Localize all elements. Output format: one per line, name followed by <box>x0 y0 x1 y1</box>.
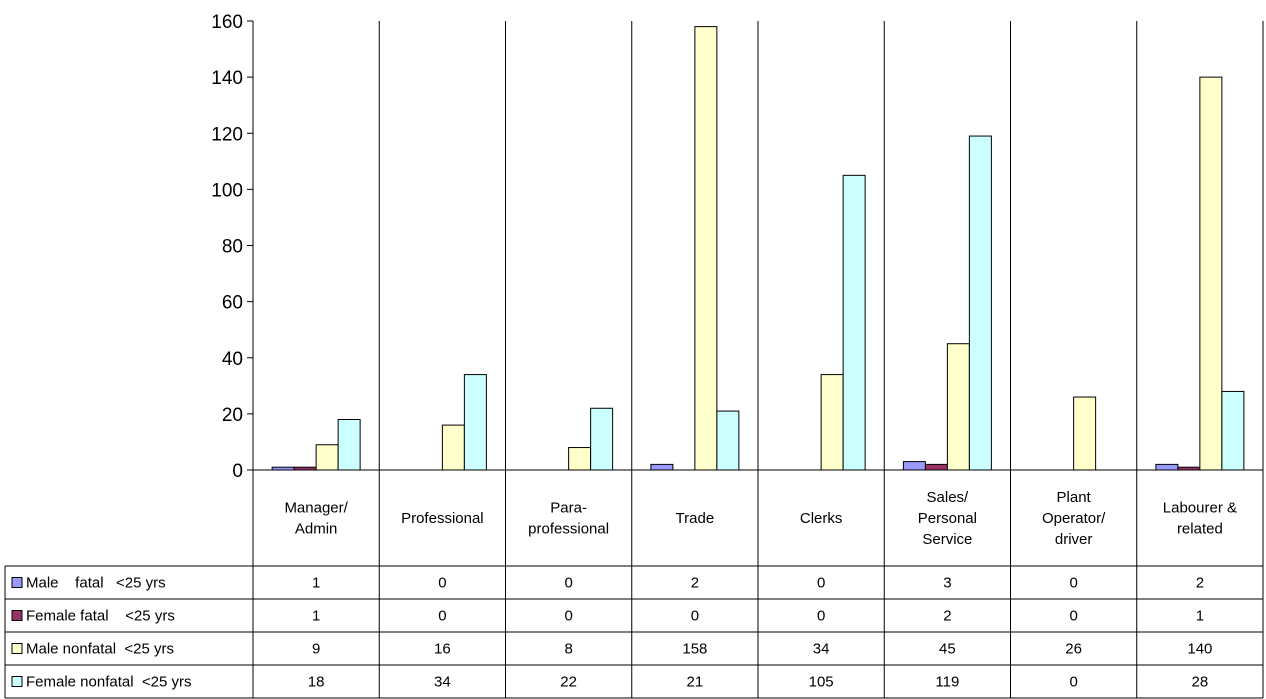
bar <box>902 461 926 471</box>
table-cell-value: 45 <box>939 641 956 658</box>
table-cell-value: 1 <box>312 608 320 625</box>
table-cell-value: 0 <box>817 608 825 625</box>
table-cell-value: 2 <box>691 575 699 592</box>
bar <box>1155 463 1179 471</box>
table-cell-value: 158 <box>682 641 707 658</box>
table-cell-value: 140 <box>1187 641 1212 658</box>
legend-key <box>11 610 23 621</box>
table-cell-value: 0 <box>564 575 572 592</box>
bar <box>820 374 844 471</box>
bar <box>1221 390 1245 471</box>
table-cell-value: 0 <box>691 608 699 625</box>
axes-group: 0 20 40 60 80 100 120 140 160 <box>211 12 1263 482</box>
table-cell-value: 0 <box>817 575 825 592</box>
y-tick-label: 20 <box>222 405 243 426</box>
bar <box>1073 396 1097 471</box>
y-tick-label: 0 <box>232 461 243 482</box>
y-tick-label: 160 <box>211 12 243 33</box>
table-cell-value: 0 <box>1069 575 1077 592</box>
bars-group <box>271 26 1245 471</box>
bar <box>315 444 339 471</box>
table-cell-value: 2 <box>943 608 951 625</box>
table-cell-value: 2 <box>1196 575 1204 592</box>
table-cell-value: 3 <box>943 575 951 592</box>
category-label: Manager/Admin <box>284 500 348 538</box>
y-tick-label: 120 <box>211 124 243 145</box>
category-label: Professional <box>401 510 484 527</box>
table-cell-value: 34 <box>813 641 830 658</box>
category-label: Plant Operator/driver <box>1042 489 1106 548</box>
bar <box>716 410 740 471</box>
table-cell-value: 34 <box>434 674 451 691</box>
y-tick-label: 40 <box>222 349 243 370</box>
table-cell-value: 1 <box>312 575 320 592</box>
bar <box>968 135 992 471</box>
bar <box>1199 76 1223 471</box>
table-cell-value: 18 <box>308 674 325 691</box>
table-cell-value: 22 <box>560 674 577 691</box>
bar <box>568 447 592 471</box>
table-cell-value: 0 <box>438 575 446 592</box>
category-label: Labourer & related <box>1163 500 1237 538</box>
bar <box>650 463 674 471</box>
legend-label: Female fatal <25 yrs <box>26 608 175 625</box>
legend-label: Male nonfatal <25 yrs <box>26 641 174 658</box>
table-cell-value: 16 <box>434 641 451 658</box>
bar <box>441 424 465 471</box>
table-cell-value: 0 <box>1069 674 1077 691</box>
y-tick-label: 60 <box>222 293 243 314</box>
legend-key <box>11 676 23 687</box>
category-label: Trade <box>676 510 715 527</box>
table-cell-value: 26 <box>1065 641 1082 658</box>
table-cell-value: 28 <box>1192 674 1209 691</box>
category-label: Sales/Personal Service <box>918 489 977 548</box>
bar <box>463 374 487 471</box>
category-separators <box>252 21 1264 698</box>
table-cell-value: 0 <box>438 608 446 625</box>
legend-label: Female nonfatal <25 yrs <box>26 674 192 691</box>
table-cell-value: 0 <box>1069 608 1077 625</box>
table-cell-value: 1 <box>1196 608 1204 625</box>
bar <box>924 463 948 471</box>
bar <box>694 26 718 471</box>
data-table: Manager/Admin Professional Para-profession… <box>4 489 1263 699</box>
legend-key <box>11 577 23 588</box>
legend-label: Male fatal <25 yrs <box>26 575 166 592</box>
category-label: Para-professional <box>528 500 609 538</box>
bar <box>842 174 866 471</box>
y-tick-label: 140 <box>211 68 243 89</box>
bar <box>337 418 361 471</box>
table-cell-value: 21 <box>687 674 704 691</box>
legend-key <box>11 643 23 654</box>
table-cell-value: 105 <box>809 674 834 691</box>
table-cell-value: 0 <box>564 608 572 625</box>
table-cell-value: 9 <box>312 641 320 658</box>
y-tick-label: 100 <box>211 180 243 201</box>
bar <box>590 407 614 471</box>
y-tick-label: 80 <box>222 237 243 258</box>
category-label: Clerks <box>800 510 843 527</box>
table-cell-value: 8 <box>564 641 572 658</box>
bar <box>946 343 970 471</box>
table-cell-value: 119 <box>935 674 959 691</box>
